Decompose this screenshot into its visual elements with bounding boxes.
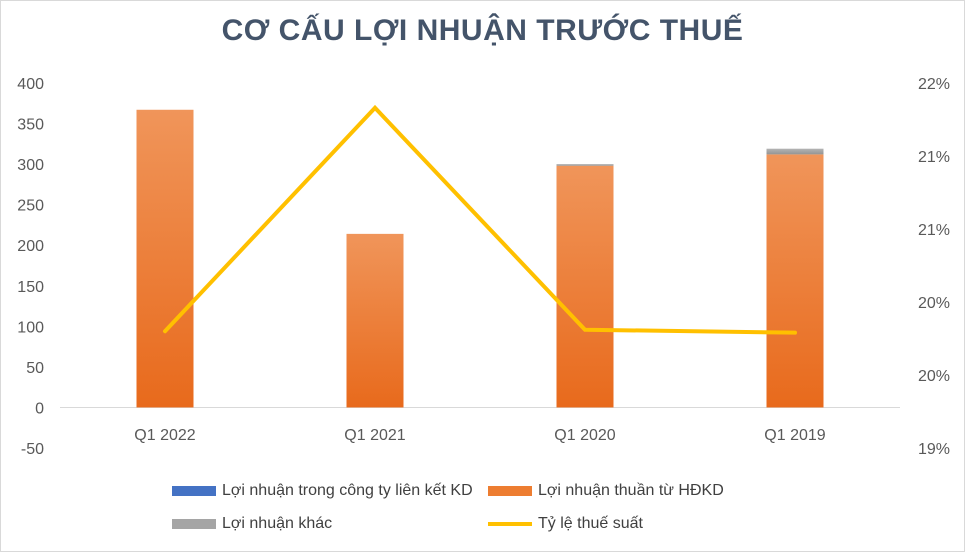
legend-swatch-associates	[172, 486, 216, 496]
y-tick-label: 250	[17, 198, 44, 215]
legend-item-tax-rate: Tỷ lệ thuế suất	[488, 515, 643, 533]
x-tick-label: Q1 2020	[554, 427, 615, 444]
y-tick-label: 150	[17, 279, 44, 296]
tax-rate-line	[163, 104, 797, 335]
bar-operating-profit	[556, 165, 614, 408]
y-tick-label: 350	[17, 117, 44, 134]
legend-swatch-tax-rate	[488, 522, 532, 526]
bar-operating-profit	[766, 154, 824, 408]
bar-operating-profit	[346, 233, 404, 408]
y-tick-label: 0	[35, 400, 44, 417]
x-tick-label: Q1 2021	[344, 427, 405, 444]
x-tick-label: Q1 2022	[134, 427, 195, 444]
legend-label-associates: Lợi nhuận trong công ty liên kết KD	[222, 482, 473, 499]
bar-other-profit	[766, 148, 824, 155]
y-tick-label: 200	[17, 238, 44, 255]
y2-tick-label: 20%	[918, 368, 950, 385]
legend-label-operating-profit: Lợi nhuận thuần từ HĐKD	[538, 482, 724, 499]
y-tick-label: 400	[17, 76, 44, 93]
bar-other-profit	[556, 164, 614, 166]
legend-swatch-operating-profit	[488, 486, 532, 496]
legend-label-tax-rate: Tỷ lệ thuế suất	[538, 515, 643, 532]
y-tick-label: 100	[17, 319, 44, 336]
y-tick-label: -50	[21, 441, 44, 458]
y2-tick-label: 20%	[918, 295, 950, 312]
legend-label-other-profit: Lợi nhuận khác	[222, 515, 333, 532]
legend-swatch-other-profit	[172, 519, 216, 529]
legend-item-associates: Lợi nhuận trong công ty liên kết KD	[172, 482, 473, 500]
x-tick-label: Q1 2019	[764, 427, 825, 444]
y2-tick-label: 19%	[918, 441, 950, 458]
y-tick-label: 50	[26, 360, 44, 377]
legend-item-operating-profit: Lợi nhuận thuần từ HĐKD	[488, 482, 724, 500]
y2-tick-label: 22%	[918, 76, 950, 93]
legend-item-other-profit: Lợi nhuận khác	[172, 515, 332, 533]
y2-tick-label: 21%	[918, 222, 950, 239]
bar-operating-profit	[136, 109, 194, 408]
y2-tick-label: 21%	[918, 149, 950, 166]
y-tick-label: 300	[17, 157, 44, 174]
chart-title: CƠ CẤU LỢI NHUẬN TRƯỚC THUẾ	[221, 14, 744, 47]
